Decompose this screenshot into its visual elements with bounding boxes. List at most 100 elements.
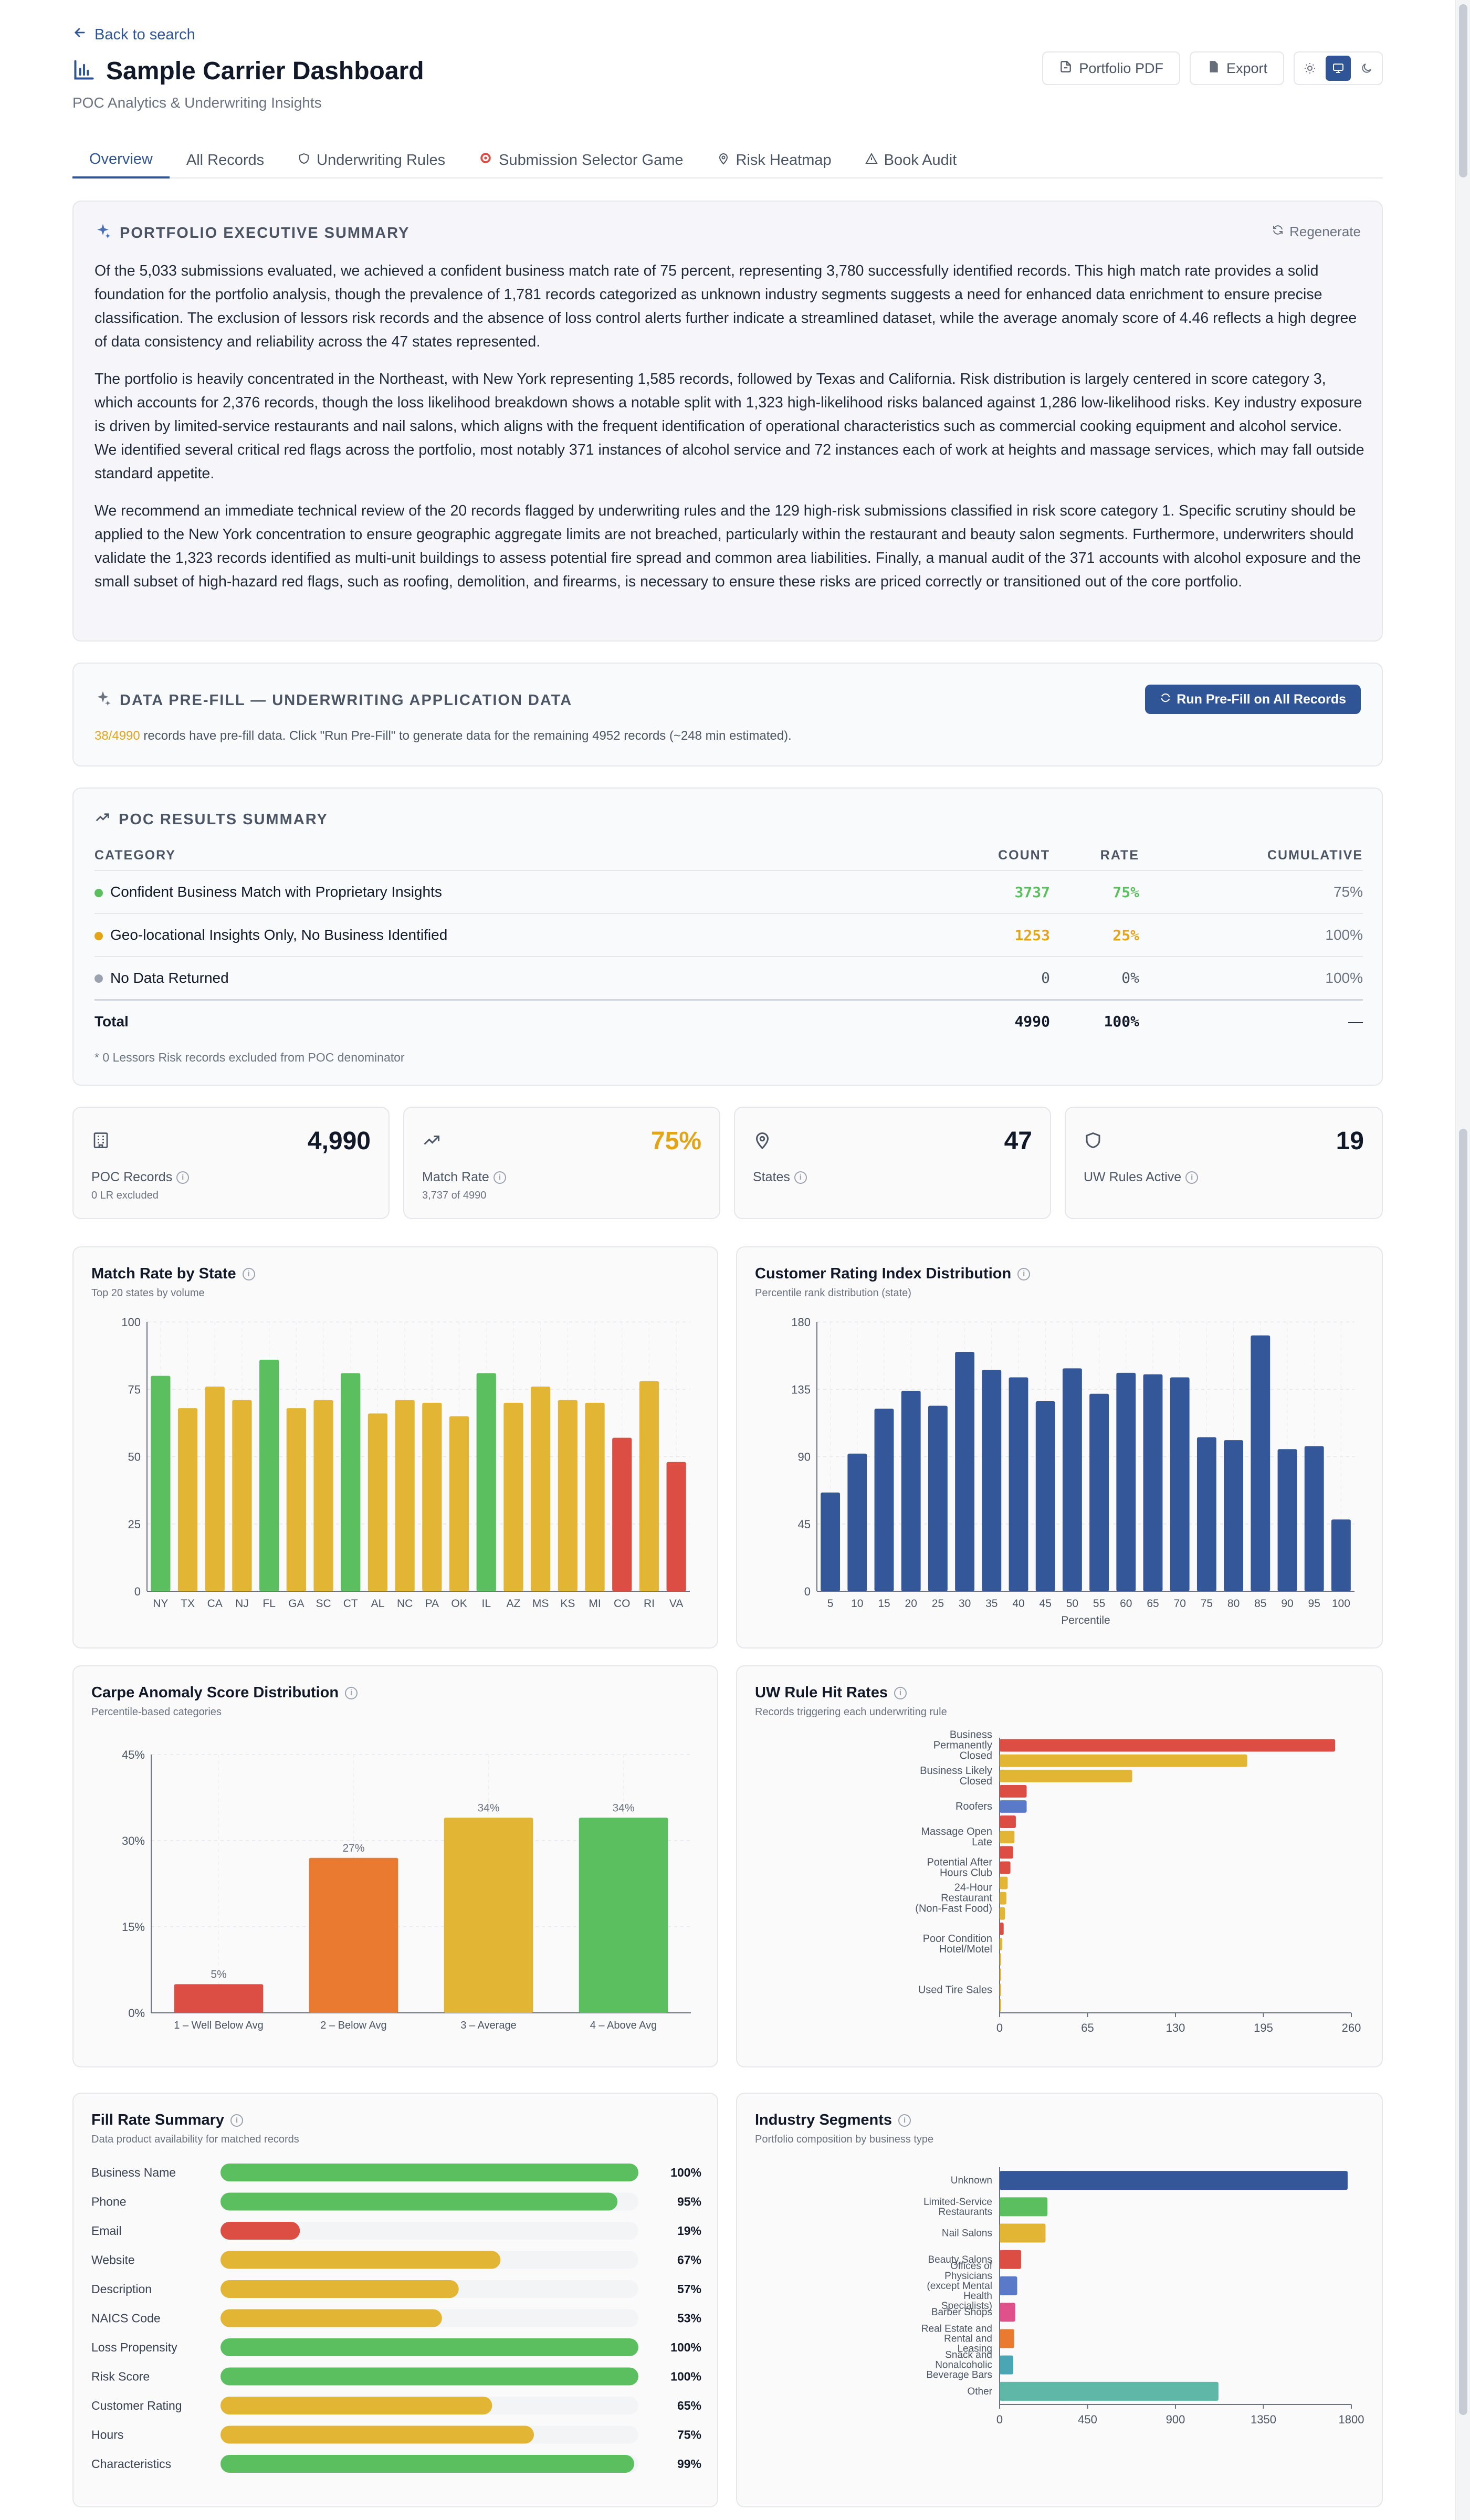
info-icon[interactable]: i (1017, 1267, 1031, 1280)
chart-bar[interactable] (1000, 1846, 1013, 1859)
chart-bar[interactable] (1000, 1784, 1027, 1798)
chart-bar[interactable] (1143, 1374, 1163, 1591)
info-icon[interactable]: i (242, 1267, 255, 1280)
tab-submission-selector-game[interactable]: Submission Selector Game (462, 142, 700, 178)
chart-bar[interactable] (847, 1453, 867, 1591)
chart-bar[interactable] (1224, 1440, 1244, 1591)
chart-bar[interactable] (1000, 1739, 1336, 1752)
portfolio-pdf-button[interactable]: Portfolio PDF (1042, 51, 1180, 85)
chart-bar[interactable] (1000, 2223, 1046, 2243)
chart-bar[interactable] (205, 1387, 225, 1591)
chart-bar[interactable] (1000, 1922, 1004, 1935)
chart-bar[interactable] (1000, 2276, 1017, 2295)
monitor-icon[interactable] (1326, 56, 1351, 81)
y-tick-label: Poor Condition Hotel/Motel (923, 1933, 992, 1955)
chart-bar[interactable] (1000, 1831, 1015, 1844)
info-icon[interactable]: i (493, 1171, 506, 1184)
chart-bar[interactable] (449, 1416, 469, 1591)
chart-bar[interactable] (1000, 1769, 1132, 1782)
chart-bar[interactable] (1000, 1999, 1001, 2012)
chart-bar[interactable] (585, 1402, 605, 1591)
chart-bar[interactable] (1000, 2329, 1014, 2348)
chart-bar[interactable] (286, 1408, 306, 1591)
info-icon[interactable]: i (176, 1171, 190, 1184)
tab-underwriting-rules[interactable]: Underwriting Rules (281, 142, 462, 178)
chart-bar[interactable] (1000, 1968, 1001, 1981)
chart-bar[interactable] (341, 1373, 361, 1591)
info-icon[interactable]: i (794, 1171, 807, 1184)
chart-bar[interactable] (1304, 1446, 1324, 1591)
chart-bar[interactable] (1009, 1377, 1028, 1591)
chart-bar[interactable] (313, 1400, 333, 1591)
sun-icon[interactable] (1297, 56, 1322, 81)
page-scrollbar[interactable] (1455, 0, 1470, 2520)
chart-bar[interactable] (1000, 1861, 1011, 1874)
chart-bar[interactable] (1000, 2303, 1015, 2322)
info-icon[interactable]: i (898, 2114, 911, 2127)
chart-bar[interactable] (612, 1437, 632, 1591)
chart-bar[interactable] (1000, 2171, 1348, 2190)
tab-all-records[interactable]: All Records (186, 151, 265, 169)
fill-rate-bar (220, 2397, 492, 2414)
chart-bar[interactable] (928, 1405, 948, 1591)
moon-icon[interactable] (1354, 56, 1379, 81)
chart-bar[interactable] (558, 1400, 578, 1591)
chart-bar[interactable] (1000, 1815, 1016, 1829)
chart-bar[interactable] (1116, 1372, 1136, 1591)
chart-bar[interactable] (503, 1402, 523, 1591)
chart-bar[interactable] (1035, 1401, 1055, 1591)
run-prefill-button[interactable]: Run Pre-Fill on All Records (1145, 685, 1361, 714)
chart-bar[interactable] (666, 1462, 686, 1591)
chart-bar[interactable] (1000, 1938, 1003, 1950)
export-button[interactable]: Export (1189, 51, 1284, 85)
info-icon[interactable]: i (345, 1686, 358, 1699)
chart-bar[interactable] (1000, 1892, 1006, 1905)
chart-bar[interactable] (259, 1359, 279, 1591)
chart-bar[interactable] (1089, 1393, 1109, 1591)
chart-bar[interactable] (444, 1818, 533, 2013)
tab-overview[interactable]: Overview (72, 142, 170, 178)
regenerate-button[interactable]: Regenerate (1272, 224, 1361, 240)
chart-bar[interactable] (579, 1818, 668, 2013)
tab-book-audit[interactable]: Book Audit (848, 142, 974, 178)
chart-bar[interactable] (531, 1387, 551, 1591)
chart-bar[interactable] (1251, 1335, 1270, 1591)
chart-bar[interactable] (1170, 1377, 1190, 1591)
chart-bar[interactable] (232, 1400, 252, 1591)
chart-bar[interactable] (901, 1391, 921, 1591)
chart-bar[interactable] (177, 1408, 198, 1591)
back-link[interactable]: Back to search (72, 25, 195, 44)
chart-bar[interactable] (1000, 1800, 1027, 1813)
chart-bar[interactable] (1000, 1907, 1005, 1920)
chart-bar[interactable] (151, 1376, 171, 1591)
chart-bar[interactable] (368, 1413, 388, 1591)
y-tick-label: Potential After Hours Club (927, 1856, 992, 1878)
chart-bar[interactable] (1277, 1449, 1297, 1591)
chart-bar[interactable] (1000, 2381, 1219, 2401)
chart-bar[interactable] (1000, 2355, 1014, 2375)
tab-risk-heatmap[interactable]: Risk Heatmap (700, 142, 848, 178)
chart-bar[interactable] (476, 1373, 496, 1591)
chart-bar[interactable] (639, 1381, 659, 1591)
chart-bar[interactable] (821, 1492, 841, 1591)
chart-bar[interactable] (1331, 1519, 1351, 1591)
chart-bar[interactable] (422, 1402, 442, 1591)
chart-bar[interactable] (1062, 1368, 1082, 1591)
chart-bar[interactable] (1000, 2197, 1048, 2217)
chart-bar[interactable] (1196, 1437, 1216, 1591)
info-icon[interactable]: i (894, 1686, 907, 1699)
chart-bar[interactable] (1000, 1953, 1001, 1966)
chart-bar[interactable] (955, 1352, 975, 1591)
info-icon[interactable]: i (1185, 1171, 1199, 1184)
y-tick-label: Other (967, 2386, 992, 2397)
chart-bar[interactable] (982, 1370, 1002, 1591)
chart-bar[interactable] (1000, 2250, 1021, 2269)
chart-bar[interactable] (874, 1409, 894, 1591)
chart-bar[interactable] (1000, 1754, 1247, 1767)
chart-bar[interactable] (1000, 1983, 1001, 1997)
chart-bar[interactable] (309, 1857, 398, 2013)
chart-bar[interactable] (395, 1400, 415, 1591)
info-icon[interactable]: i (230, 2114, 244, 2127)
chart-bar[interactable] (174, 1984, 264, 2013)
chart-bar[interactable] (1000, 1876, 1008, 1889)
